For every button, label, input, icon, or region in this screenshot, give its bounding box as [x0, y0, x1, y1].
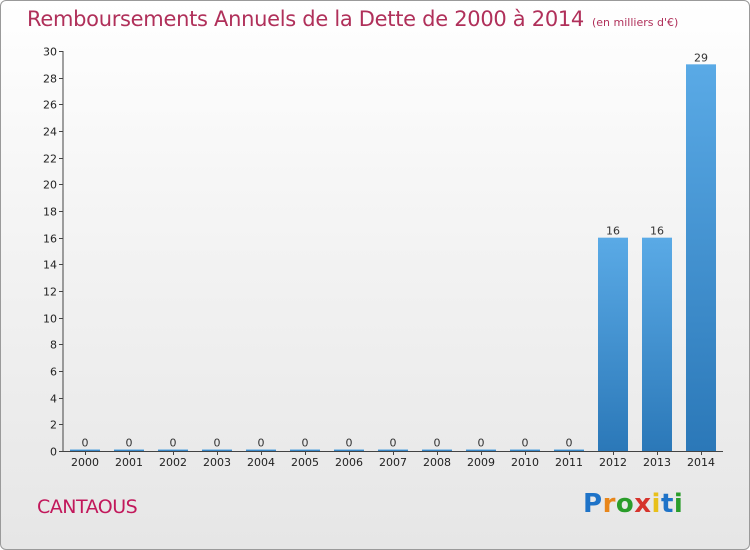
- y-tick-label: 18: [43, 206, 57, 219]
- y-tick-label: 6: [50, 366, 57, 379]
- bar-value-label: 0: [566, 437, 573, 450]
- y-tick-label: 4: [50, 393, 57, 406]
- y-tick-label: 10: [43, 313, 57, 326]
- bar-value-label: 0: [82, 437, 89, 450]
- bar-value-label: 0: [478, 437, 485, 450]
- x-tick-label: 2010: [511, 456, 539, 469]
- bar: [290, 449, 320, 451]
- x-tick-label: 2011: [555, 456, 583, 469]
- commune-name: CANTAOUS: [37, 496, 138, 518]
- x-tick-label: 2014: [687, 456, 715, 469]
- bar-value-label: 0: [170, 437, 177, 450]
- y-tick-label: 24: [43, 126, 57, 139]
- y-tick-label: 16: [43, 233, 57, 246]
- logo-letter: P: [583, 489, 603, 519]
- x-tick-label: 2000: [71, 456, 99, 469]
- x-tick-label: 2002: [159, 456, 187, 469]
- bar: [554, 449, 584, 451]
- y-tick-label: 0: [50, 446, 57, 459]
- bar-value-label: 0: [346, 437, 353, 450]
- x-tick-label: 2007: [379, 456, 407, 469]
- y-tick-label: 2: [50, 419, 57, 432]
- bar: [334, 449, 364, 451]
- logo-letter: i: [673, 489, 684, 519]
- y-tick-label: 12: [43, 286, 57, 299]
- bar: [202, 449, 232, 451]
- logo-letter: x: [634, 489, 652, 519]
- logo-letter: r: [602, 489, 616, 519]
- bar: [378, 449, 408, 451]
- bar-value-label: 0: [258, 437, 265, 450]
- x-tick-label: 2009: [467, 456, 495, 469]
- logo-letter: i: [651, 489, 661, 519]
- y-tick-label: 22: [43, 153, 57, 166]
- bar: [510, 449, 540, 451]
- x-tick-label: 2006: [335, 456, 363, 469]
- y-tick-label: 26: [43, 99, 57, 112]
- bar: [598, 237, 628, 451]
- bar: [686, 64, 716, 452]
- x-tick-label: 2008: [423, 456, 451, 469]
- y-tick-label: 20: [43, 179, 57, 192]
- bar-value-label: 0: [434, 437, 441, 450]
- bar-value-label: 16: [650, 225, 664, 238]
- bar: [114, 449, 144, 451]
- chart-subtitle: (en milliers d'€): [592, 16, 679, 29]
- bar-value-label: 0: [214, 437, 221, 450]
- bars: 0 0 0 0 0 0 0 0 0 0 0 0 16 16 29: [70, 51, 716, 452]
- y-tick-label: 28: [43, 73, 57, 86]
- bar-value-label: 0: [522, 437, 529, 450]
- chart-title: Remboursements Annuels de la Dette de 20…: [27, 7, 679, 31]
- bar-value-label: 0: [390, 437, 397, 450]
- bar: [158, 449, 188, 451]
- x-tick-label: 2004: [247, 456, 275, 469]
- bar: [642, 237, 672, 451]
- x-tick-label: 2001: [115, 456, 143, 469]
- y-tick-label: 8: [50, 339, 57, 352]
- proxiti-logo[interactable]: Proxiti: [583, 489, 683, 519]
- bar-value-label: 0: [302, 437, 309, 450]
- x-tick-label: 2012: [599, 456, 627, 469]
- logo-letter: o: [615, 489, 635, 519]
- bar-value-label: 29: [694, 51, 708, 64]
- bar: [246, 449, 276, 451]
- bar: [422, 449, 452, 451]
- y-tick-label: 14: [43, 259, 57, 272]
- y-tick-label: 30: [43, 46, 57, 59]
- bar: [70, 449, 100, 451]
- bar-value-label: 16: [606, 225, 620, 238]
- x-tick-label: 2013: [643, 456, 671, 469]
- x-tick-label: 2003: [203, 456, 231, 469]
- bar-value-label: 0: [126, 437, 133, 450]
- x-tick-label: 2005: [291, 456, 319, 469]
- logo-letter: t: [660, 489, 674, 519]
- bar: [466, 449, 496, 451]
